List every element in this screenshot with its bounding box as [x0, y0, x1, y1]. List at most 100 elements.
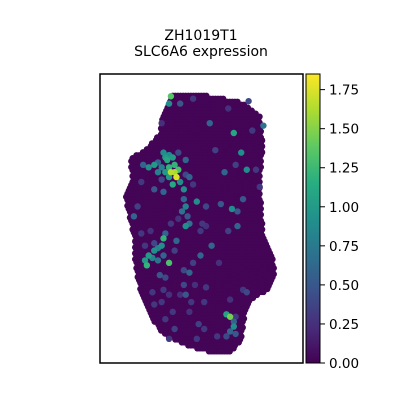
- expression-spot: [189, 95, 197, 102]
- expression-spot: [234, 222, 241, 230]
- expression-spot: [165, 291, 173, 298]
- expression-spot: [176, 178, 184, 186]
- expression-spot: [158, 242, 165, 249]
- expression-spot: [217, 200, 225, 208]
- expression-spot: [243, 166, 250, 173]
- colorbar-tick-label: 1.50: [329, 122, 359, 138]
- expression-spot: [199, 220, 206, 227]
- expression-spot: [201, 325, 208, 333]
- expression-spot: [189, 259, 197, 267]
- background-spot: [226, 348, 233, 355]
- expression-spot: [208, 242, 215, 249]
- expression-spot: [182, 291, 189, 298]
- expression-spot: [238, 149, 245, 156]
- expression-spot: [191, 281, 199, 289]
- expression-spot: [169, 181, 176, 188]
- expression-spot: [130, 213, 138, 220]
- expression-spot: [165, 100, 173, 107]
- expression-spot: [180, 195, 188, 203]
- expression-spot: [201, 298, 208, 306]
- expression-spot: [162, 316, 169, 323]
- expression-spot: [195, 320, 202, 328]
- expression-spot: [145, 252, 152, 259]
- expression-spot: [230, 323, 237, 330]
- expression-spot: [182, 203, 189, 210]
- expression-spot: [138, 178, 145, 186]
- expression-spot: [141, 257, 149, 264]
- expression-spot: [182, 156, 189, 164]
- expression-spot: [215, 259, 223, 267]
- colorbar-tick-label: 0.50: [329, 278, 359, 294]
- expression-spot: [176, 100, 184, 107]
- expression-spot: [160, 149, 167, 156]
- expression-spot: [202, 203, 210, 210]
- expression-spot: [230, 318, 237, 325]
- background-spot: [260, 288, 267, 296]
- expression-spot: [158, 120, 165, 127]
- expression-spot: [160, 286, 167, 293]
- expression-spot: [225, 227, 232, 235]
- expression-spot: [186, 308, 193, 316]
- expression-spot: [176, 291, 184, 298]
- expression-spot: [182, 222, 189, 230]
- expression-spot: [175, 149, 182, 156]
- expression-spot: [134, 203, 141, 210]
- expression-spot: [139, 161, 147, 169]
- expression-spot: [162, 169, 169, 176]
- expression-spot: [173, 173, 180, 181]
- expression-spot: [169, 308, 176, 316]
- expression-spot: [143, 262, 151, 269]
- expression-spot: [189, 181, 197, 188]
- expression-spot: [151, 186, 158, 193]
- expression-spot: [162, 274, 169, 281]
- expression-spot: [158, 298, 165, 306]
- expression-spot: [249, 127, 256, 134]
- expression-spot: [158, 176, 165, 183]
- expression-spot: [212, 146, 219, 154]
- expression-spot: [165, 335, 173, 342]
- colorbar-tick-label: 1.00: [329, 200, 359, 216]
- spots-layer: [122, 92, 277, 355]
- expression-spot: [165, 259, 173, 267]
- expression-spot: [156, 271, 163, 279]
- expression-spot: [226, 296, 234, 303]
- expression-spot: [145, 164, 152, 171]
- colorbar: [305, 73, 321, 364]
- expression-spot: [138, 230, 145, 237]
- expression-spot: [232, 161, 239, 169]
- expression-spot: [151, 301, 158, 308]
- expression-spot: [160, 235, 167, 242]
- expression-spot: [256, 183, 263, 191]
- expression-spot: [167, 169, 175, 176]
- expression-spot: [171, 325, 178, 333]
- expression-spot: [197, 227, 204, 235]
- expression-spot: [197, 252, 204, 259]
- expression-spot: [226, 328, 234, 335]
- expression-spot: [234, 208, 241, 215]
- expression-spot: [149, 289, 156, 296]
- expression-spot: [175, 215, 182, 222]
- expression-spot: [154, 257, 162, 264]
- chart-title-line1: ZH1019T1: [164, 28, 237, 44]
- expression-spot: [160, 252, 167, 259]
- expression-spot: [221, 169, 228, 176]
- expression-spot: [193, 335, 200, 342]
- expression-spot: [239, 195, 247, 203]
- expression-spot: [223, 333, 230, 340]
- expression-spot: [147, 227, 154, 235]
- expression-spot: [186, 269, 193, 276]
- expression-spot: [260, 122, 267, 129]
- colorbar-tick-label: 0.75: [329, 239, 359, 255]
- expression-spot: [245, 97, 252, 105]
- expression-spot: [184, 213, 191, 220]
- expression-spot: [206, 120, 213, 127]
- expression-spot: [193, 198, 200, 205]
- expression-spot: [141, 242, 149, 249]
- expression-spot: [151, 161, 158, 169]
- expression-spot: [226, 313, 234, 320]
- expression-spot: [225, 105, 232, 112]
- expression-spot: [173, 237, 180, 244]
- colorbar-tick-label: 1.25: [329, 161, 359, 177]
- expression-spot: [151, 240, 158, 247]
